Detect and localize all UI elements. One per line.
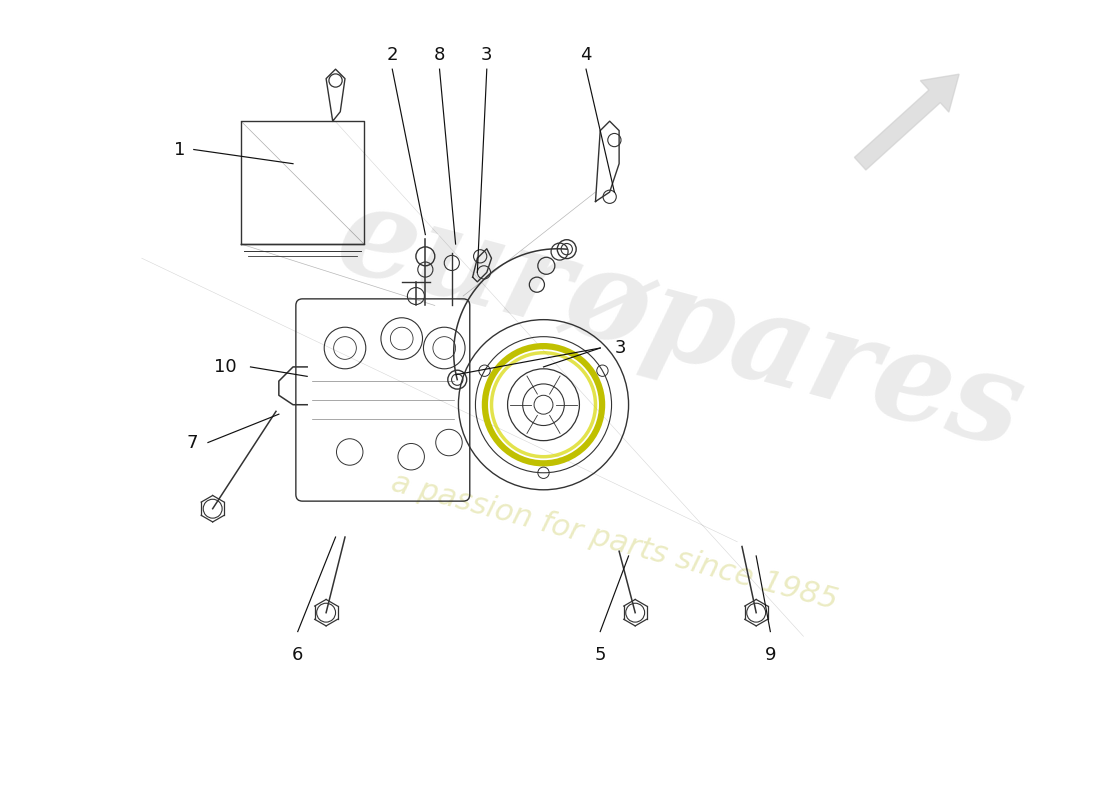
Text: a passion for parts since 1985: a passion for parts since 1985 [388, 468, 840, 615]
FancyArrow shape [855, 74, 959, 170]
Text: 7: 7 [187, 434, 198, 451]
Text: 10: 10 [213, 358, 236, 376]
Text: 3: 3 [615, 339, 626, 357]
Text: 9: 9 [764, 646, 777, 664]
Text: 6: 6 [293, 646, 304, 664]
Text: 5: 5 [594, 646, 606, 664]
Text: eurøpares: eurøpares [324, 174, 1036, 474]
Text: 4: 4 [581, 46, 592, 65]
Text: 3: 3 [481, 46, 493, 65]
Text: 2: 2 [386, 46, 398, 65]
Text: 8: 8 [433, 46, 446, 65]
Text: 1: 1 [174, 141, 185, 158]
